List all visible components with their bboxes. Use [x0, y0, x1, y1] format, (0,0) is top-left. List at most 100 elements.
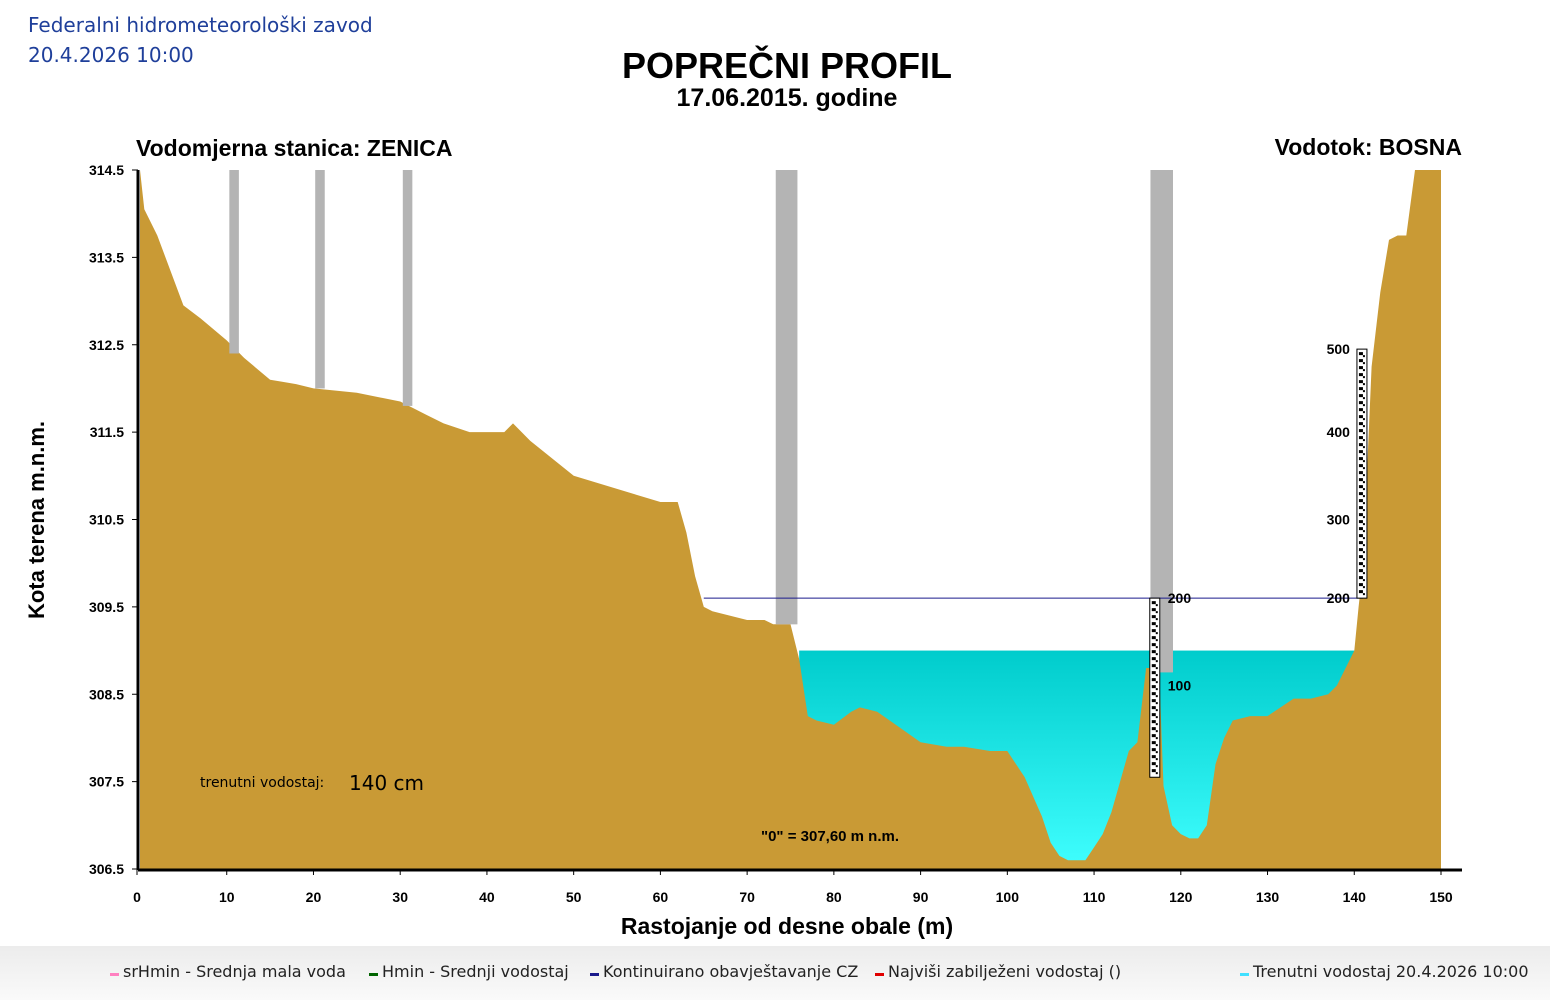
gauge-mark: [1362, 544, 1365, 547]
y-axis-label: Kota terena m.n.m.: [24, 421, 49, 619]
bridge-pillar-4: [775, 170, 798, 625]
gauge-mark: [1362, 362, 1365, 365]
gauge-mark: [1358, 366, 1363, 370]
current-level-label: trenutni vodostaj:: [200, 775, 324, 791]
gauge-mark: [1151, 622, 1156, 626]
legend-item-max-level: Najviši zabilježeni vodostaj (): [875, 962, 1121, 981]
gauge-mark: [1358, 534, 1363, 538]
gauge-mark: [1358, 590, 1363, 594]
gauge-mark: [1358, 541, 1363, 545]
legend-item-srhmin: srHmin - Srednja mala voda: [110, 962, 346, 981]
gauge-mark: [1362, 411, 1365, 414]
gauge-mark: [1155, 765, 1158, 768]
bridge-pillar-1: [229, 170, 239, 354]
gauge-mark: [1155, 702, 1158, 705]
organization-name: Federalni hidrometeorološki zavod: [28, 13, 373, 37]
staff-gauge-2: 500 400 300 200: [1327, 341, 1368, 606]
legend-bar: [0, 946, 1550, 1000]
gauge-mark: [1358, 576, 1363, 580]
river-label: Vodotok: BOSNA: [1275, 134, 1462, 160]
gauge-mark: [1362, 467, 1365, 470]
gauge-mark: [1155, 695, 1158, 698]
gauge-mark: [1155, 674, 1158, 677]
gauge-label: 400: [1327, 424, 1351, 440]
gauge-mark: [1151, 650, 1156, 654]
gauge-mark: [1155, 646, 1158, 649]
staff-gauge-1: 200 100: [1149, 590, 1192, 778]
gauge-mark: [1358, 583, 1363, 587]
gauge-mark: [1358, 401, 1363, 405]
gauge-mark: [1155, 667, 1158, 670]
x-tick-label: 90: [913, 889, 929, 905]
station-label: Vodomjerna stanica: ZENICA: [136, 135, 453, 161]
gauge-mark: [1362, 572, 1365, 575]
gauge-mark: [1358, 443, 1363, 447]
gauge-mark: [1155, 639, 1158, 642]
gauge-mark: [1358, 464, 1363, 468]
y-tick-label: 312.5: [89, 337, 124, 353]
gauge-label: 100: [1168, 678, 1192, 694]
gauge-mark: [1358, 422, 1363, 426]
x-tick-labels: 0 10 20 30 40 50 60 70 80 90 100 110 120 130 140 150: [133, 870, 1453, 905]
gauge-mark: [1362, 460, 1365, 463]
gauge-mark: [1155, 709, 1158, 712]
gauge-mark: [1362, 446, 1365, 449]
gauge-label: 500: [1327, 341, 1351, 357]
x-tick-label: 70: [739, 889, 755, 905]
gauge-mark: [1151, 734, 1156, 738]
legend-swatch: [1240, 973, 1249, 976]
gauge-mark: [1151, 657, 1156, 661]
gauge-mark: [1151, 678, 1156, 682]
gauge-mark: [1151, 671, 1156, 675]
x-tick-label: 110: [1083, 889, 1106, 905]
gauge-mark: [1362, 586, 1365, 589]
gauge-mark: [1358, 380, 1363, 384]
legend-item-cz: Kontinuirano obavještavanje CZ: [590, 962, 858, 981]
gauge-mark: [1362, 390, 1365, 393]
y-tick-label: 306.5: [89, 861, 124, 877]
gauge-mark: [1151, 608, 1156, 612]
header: Federalni hidrometeorološki zavod 20.4.2…: [28, 10, 373, 70]
gauge-mark: [1151, 769, 1156, 773]
gauge-mark: [1358, 471, 1363, 475]
gauge-mark: [1358, 485, 1363, 489]
x-tick-label: 120: [1169, 889, 1193, 905]
gauge-mark: [1358, 387, 1363, 391]
gauge-mark: [1358, 436, 1363, 440]
x-tick-label: 140: [1343, 889, 1367, 905]
x-tick-label: 10: [219, 889, 235, 905]
x-tick-label: 150: [1429, 889, 1453, 905]
gauge-mark: [1151, 706, 1156, 710]
gauge-mark: [1155, 716, 1158, 719]
gauge-label: 200: [1168, 590, 1192, 606]
gauge-mark: [1358, 450, 1363, 454]
gauge-mark: [1151, 601, 1156, 605]
gauge-mark: [1362, 565, 1365, 568]
gauge-mark: [1151, 615, 1156, 619]
gauge-mark: [1362, 376, 1365, 379]
axes: 0 10 20 30 40 50 60 70 80 90 100 110 120 130 140 150 306…: [89, 162, 1462, 905]
x-tick-label: 40: [479, 889, 495, 905]
gauge-mark: [1362, 474, 1365, 477]
gauge-mark: [1358, 499, 1363, 503]
gauge-mark: [1151, 685, 1156, 689]
gauge-mark: [1155, 660, 1158, 663]
legend-swatch: [875, 973, 884, 976]
x-tick-label: 130: [1256, 889, 1280, 905]
gauge-mark: [1362, 593, 1365, 596]
y-tick-label: 307.5: [89, 774, 124, 790]
gauge-mark: [1362, 397, 1365, 400]
gauge-mark: [1358, 457, 1363, 461]
legend-swatch: [590, 973, 599, 976]
gauge-mark: [1155, 737, 1158, 740]
gauge-mark: [1151, 643, 1156, 647]
gauge-mark: [1362, 355, 1365, 358]
staff-gauges: 200 100 500 400 300 200: [1149, 341, 1368, 778]
y-tick-labels: 306.5 307.5 308.5 309.5 310.5 311.5 312.5 313.5…: [89, 162, 138, 877]
legend-swatch: [110, 973, 119, 976]
gauge-mark: [1362, 509, 1365, 512]
gauge-mark: [1358, 478, 1363, 482]
gauge-mark: [1362, 495, 1365, 498]
gauge-label: 300: [1327, 512, 1351, 528]
gauge-mark: [1155, 751, 1158, 754]
